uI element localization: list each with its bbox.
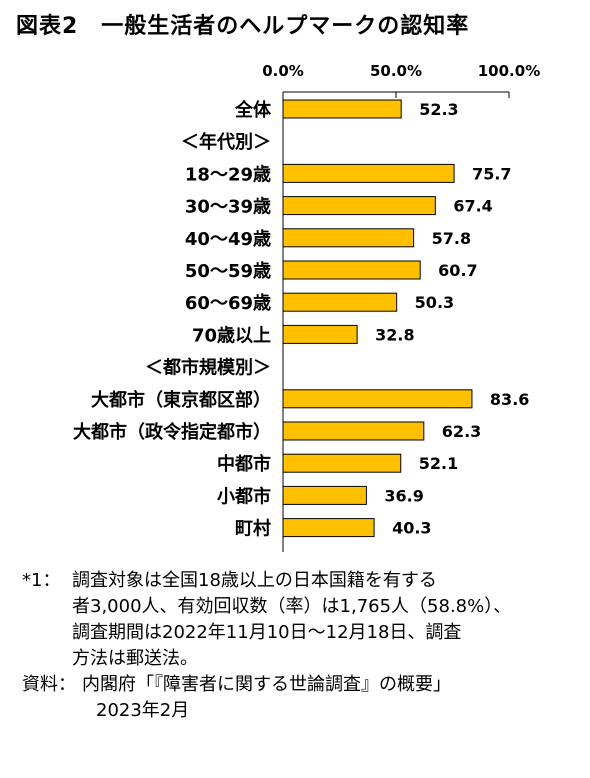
category-label: 50～59歳 [185, 261, 271, 282]
category-label: 町村 [235, 518, 271, 540]
category-label: ＜都市規模別＞ [145, 357, 271, 379]
footnote-line-3: 調査期間は2022年11月10日～12月18日、調査 [72, 622, 462, 643]
source-date: 2023年2月 [96, 700, 190, 721]
footnote-line-4: 方法は郵送法。 [72, 648, 198, 669]
data-label: 83.6 [490, 390, 529, 409]
x-tick-label: 0.0% [262, 62, 304, 80]
footnote-line-2: 者3,000人、有効回収数（率）は1,765人（58.8%）、 [72, 596, 512, 617]
footnote-line-1: 調査対象は全国18歳以上の日本国籍を有する [72, 570, 437, 591]
category-label: 30～39歳 [185, 197, 271, 218]
category-label: ＜年代別＞ [181, 131, 271, 153]
data-label: 50.3 [415, 293, 454, 312]
data-label: 67.4 [453, 197, 492, 216]
bar [282, 485, 367, 505]
category-label: 70歳以上 [192, 325, 271, 346]
bar [282, 421, 425, 441]
data-label: 75.7 [472, 164, 511, 183]
category-label: 40～49歳 [185, 229, 271, 250]
data-label: 32.8 [375, 325, 414, 344]
bar [282, 453, 402, 473]
bar [282, 292, 398, 312]
notes-block: *1： 調査対象は全国18歳以上の日本国籍を有する 者3,000人、有効回収数（… [22, 568, 582, 724]
bar [282, 196, 436, 216]
footnote-key: *1： [22, 570, 61, 591]
bar [282, 324, 358, 344]
data-label: 52.1 [419, 454, 458, 473]
x-tick-label: 50.0% [370, 62, 422, 80]
category-label: 小都市 [217, 485, 271, 507]
category-label: 大都市（東京都区部） [91, 389, 271, 411]
source-note: 資料： 内閣府「『障害者に関する世論調査』の概要」 2023年2月 [22, 672, 582, 724]
category-label: 60～69歳 [185, 293, 271, 314]
category-label: 全体 [234, 99, 272, 121]
category-label: 大都市（政令指定都市） [73, 421, 271, 443]
bar-chart: 0.0% 50.0% 100.0% 全体 52.3 ＜年代別＞ 18～29歳 75.7 30～3… [73, 62, 540, 552]
source-text: 内閣府「『障害者に関する世論調査』の概要」 [82, 674, 451, 695]
source-key: 資料： [22, 674, 76, 695]
bar [282, 260, 421, 280]
footnote: *1： 調査対象は全国18歳以上の日本国籍を有する 者3,000人、有効回収数（… [22, 568, 582, 672]
bar [282, 163, 455, 183]
bar [282, 518, 375, 538]
data-label: 40.3 [392, 519, 431, 538]
data-label: 57.8 [432, 229, 471, 248]
data-label: 36.9 [384, 486, 423, 505]
data-label: 62.3 [442, 422, 481, 441]
category-label: 中都市 [217, 453, 271, 475]
x-tick-label: 100.0% [478, 62, 540, 80]
data-label: 60.7 [438, 261, 477, 280]
chart-title: 図表2 一般生活者のヘルプマークの認知率 [16, 14, 470, 39]
category-label: 18～29歳 [185, 164, 271, 185]
bar [282, 389, 473, 409]
data-label: 52.3 [419, 100, 458, 119]
bar [282, 99, 402, 119]
bar [282, 228, 415, 248]
